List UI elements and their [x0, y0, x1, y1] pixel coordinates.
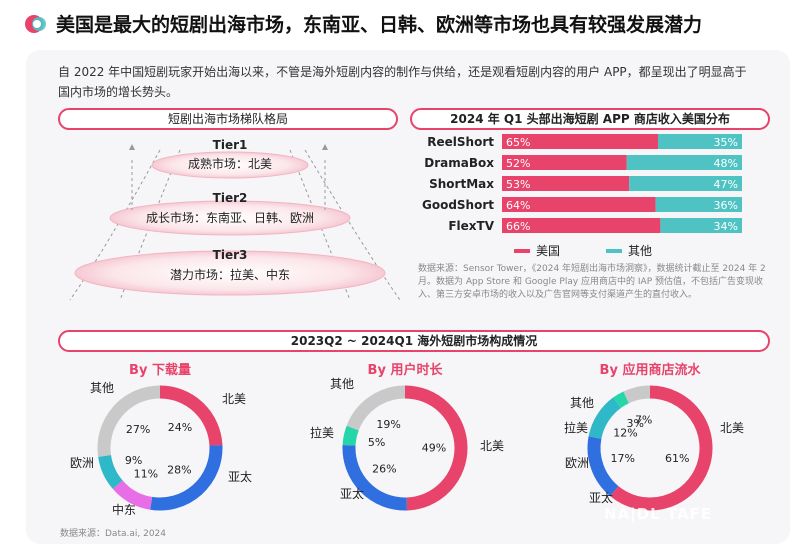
donut-value-label: 12%	[613, 426, 637, 439]
donut-value-label: 17%	[610, 452, 634, 465]
bar-category-label: ReelShort	[427, 135, 494, 149]
donut-category-label: 北美	[720, 421, 744, 435]
page-title: 美国是最大的短剧出海市场，东南亚、日韩、欧洲等市场也具有较强发展潜力	[56, 14, 703, 36]
donut-category-label: 欧洲	[565, 456, 589, 470]
donut-category-label: 北美	[222, 392, 246, 406]
intro-text: 自 2022 年中国短剧玩家开始出海以来，不管是海外短剧内容的制作与供给，还是观…	[58, 65, 747, 99]
donut-value-label: 61%	[665, 452, 689, 465]
legend-us-label: 美国	[536, 244, 560, 258]
donut-value-label: 26%	[372, 462, 396, 475]
tier-section-title: 短剧出海市场梯队格局	[58, 108, 398, 130]
donut-category-label: 北美	[480, 439, 504, 453]
content-card	[26, 50, 790, 544]
bar-other	[660, 218, 742, 233]
bar-other-value-label: 35%	[714, 136, 738, 149]
donut-slice	[150, 445, 223, 511]
tier3-label: 潜力市场：拉美、中东	[169, 268, 290, 282]
donut-slice	[610, 385, 713, 511]
bar-us	[502, 176, 630, 191]
tier1-name: Tier1	[212, 138, 248, 152]
donut-value-label: 5%	[368, 436, 385, 449]
donut-category-label: 拉美	[310, 425, 334, 440]
donut-slice	[112, 480, 153, 510]
donut-category-label: 拉美	[564, 420, 588, 435]
donut-value-label: 27%	[126, 423, 150, 436]
donut-value-label: 24%	[168, 421, 192, 434]
donut-value-label: 28%	[167, 464, 191, 477]
donut-category-label: 中东	[112, 502, 136, 517]
tier2-label: 成长市场：东南亚、日韩、欧洲	[145, 211, 314, 225]
donut-slice	[98, 454, 123, 489]
donut-category-label: 其他	[90, 381, 114, 395]
donut-value-label: 19%	[376, 418, 400, 431]
bar-other-value-label: 36%	[714, 199, 738, 212]
donut-slice	[159, 385, 223, 446]
bar-other-value-label: 48%	[714, 157, 738, 170]
donut-category-label: 亚太	[589, 490, 613, 505]
donut-slice	[97, 385, 161, 457]
donut-category-label: 欧洲	[70, 456, 94, 470]
donut-value-label: 11%	[134, 467, 158, 480]
revenue-section-title: 2024 年 Q1 头部出海短剧 APP 商店收入美国分布	[410, 108, 770, 130]
donut-category-label: 其他	[570, 396, 594, 410]
donut-slice	[346, 385, 406, 431]
donut-slice	[623, 385, 651, 404]
legend-us-swatch	[514, 249, 530, 253]
bar-category-label: ShortMax	[429, 177, 494, 191]
donut-value-label: 9%	[125, 454, 142, 467]
funnel-lines	[69, 149, 401, 301]
bar-us	[502, 155, 627, 170]
donut-title: By 用户时长	[368, 362, 444, 378]
tier1-ellipse	[151, 151, 309, 179]
watermark: NA|DL TAFE	[604, 505, 713, 523]
donut-category-label: 其他	[330, 377, 354, 391]
donut-title: By 应用商店流水	[600, 362, 702, 378]
bar-us-value-label: 65%	[506, 136, 530, 149]
tier2-ellipse	[109, 200, 351, 236]
donut-slice	[588, 397, 622, 440]
composition-source-note: 数据来源：Data.ai, 2024	[60, 529, 166, 539]
donut-value-label: 49%	[422, 442, 446, 455]
page-header: 美国是最大的短剧出海市场，东南亚、日韩、欧洲等市场也具有较强发展潜力	[0, 0, 800, 50]
bar-category-label: GoodShort	[422, 198, 494, 212]
donut-value-label: 7%	[635, 414, 652, 427]
bar-us-value-label: 66%	[506, 220, 530, 233]
bar-other	[629, 176, 742, 191]
bar-us-value-label: 53%	[506, 178, 530, 191]
donut-slice	[613, 391, 630, 409]
bar-other	[658, 134, 742, 149]
tier3-ellipse	[74, 250, 386, 296]
donut-value-label: 3%	[627, 417, 644, 430]
legend-other-swatch	[606, 249, 622, 253]
legend-other-label: 其他	[628, 244, 652, 258]
brand-logo-icon	[25, 15, 46, 33]
bar-us	[502, 197, 656, 212]
donut-category-label: 亚太	[340, 486, 364, 501]
bar-us-value-label: 64%	[506, 199, 530, 212]
bar-other-value-label: 47%	[714, 178, 738, 191]
donut-slice	[342, 445, 407, 511]
bar-us	[502, 134, 658, 149]
bar-us	[502, 218, 661, 233]
donut-slice	[404, 385, 468, 511]
tier1-label: 成熟市场：北美	[187, 157, 272, 171]
bar-other	[655, 197, 742, 212]
bar-category-label: FlexTV	[448, 219, 494, 233]
donut-category-label: 亚太	[228, 469, 252, 484]
tier2-name: Tier2	[212, 191, 248, 205]
donut-title: By 下载量	[129, 362, 191, 378]
donut-slice	[587, 436, 619, 497]
growth-arrow	[131, 160, 326, 210]
bar-category-label: DramaBox	[424, 156, 494, 170]
tier3-name: Tier3	[212, 248, 248, 262]
composition-section-title: 2023Q2 ~ 2024Q1 海外短剧市场构成情况	[58, 330, 770, 352]
bar-us-value-label: 52%	[506, 157, 530, 170]
bar-other	[626, 155, 742, 170]
bar-other-value-label: 34%	[714, 220, 738, 233]
donut-slice	[342, 425, 359, 446]
revenue-source-note: 数据来源：Sensor Tower，《2024 年短剧出海市场洞察》，数据统计截…	[418, 264, 766, 300]
